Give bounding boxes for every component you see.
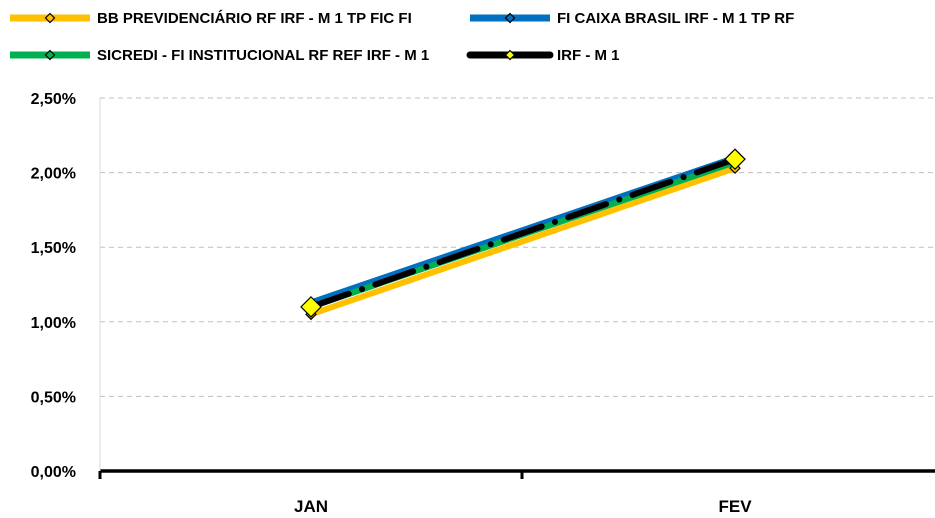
chart-gridlines [100,97,935,397]
legend-marker [44,49,56,61]
chart-axes [98,98,935,479]
legend-label: SICREDI - FI INSTITUCIONAL RF REF IRF - … [97,47,429,64]
legend-label: IRF - M 1 [557,47,620,64]
y-tick-label: 2,50% [31,91,76,108]
y-tick-label: 0,00% [31,464,76,481]
x-axis-tick-labels: JAN FEV [294,497,752,516]
legend-marker [44,12,56,24]
legend-marker [504,12,516,24]
x-tick-label: FEV [718,497,752,516]
chart-legend: BB PREVIDENCIÁRIO RF IRF - M 1 TP FIC FI… [10,10,794,64]
series-line [310,165,736,318]
legend-item: FI CAIXA BRASIL IRF - M 1 TP RF [470,10,794,27]
legend-item: IRF - M 1 [466,47,620,64]
legend-marker [504,49,516,61]
series-line [308,156,738,310]
y-tick-label: 2,00% [31,166,76,183]
y-tick-label: 1,50% [31,240,76,257]
legend-item: BB PREVIDENCIÁRIO RF IRF - M 1 TP FIC FI [10,10,412,27]
y-tick-label: 1,00% [31,315,76,332]
legend-label: BB PREVIDENCIÁRIO RF IRF - M 1 TP FIC FI [97,10,412,27]
y-axis-tick-labels: 0,00% 0,50% 1,00% 1,50% 2,00% 2,50% [31,91,76,481]
legend-label: FI CAIXA BRASIL IRF - M 1 TP RF [557,10,794,27]
chart-series [300,148,746,321]
series-bb-previdenci-rio-rf-irf-m-1-tp-fic-fi [305,162,741,321]
legend-item: SICREDI - FI INSTITUCIONAL RF REF IRF - … [10,47,429,64]
x-tick-label: JAN [294,497,328,516]
y-tick-label: 0,50% [31,389,76,406]
series-irf-m-1 [300,148,746,318]
data-point [300,296,322,318]
data-point [724,148,746,171]
